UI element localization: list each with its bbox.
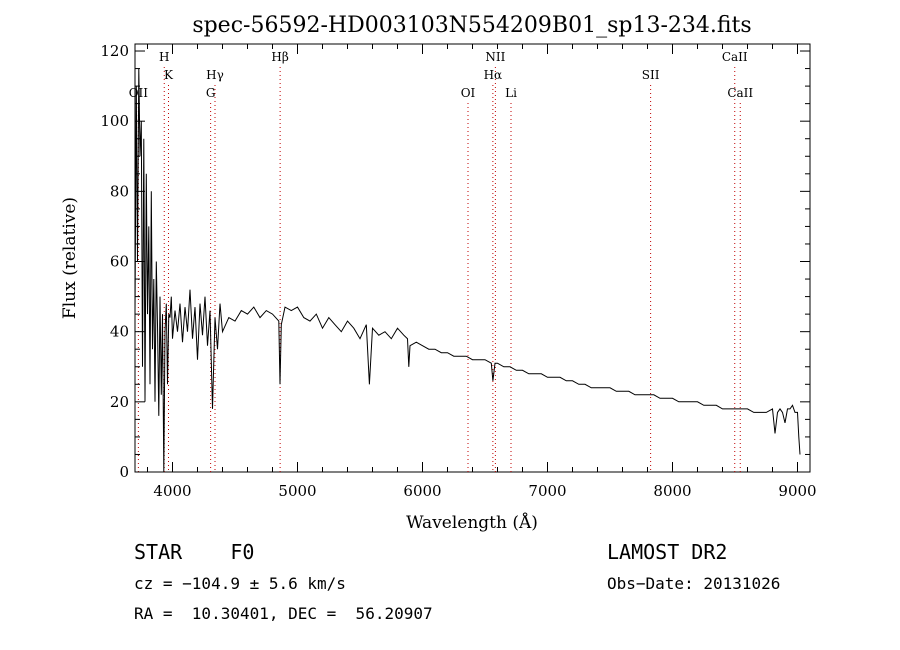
line-label: CaII: [722, 50, 748, 64]
line-label: Hγ: [206, 68, 224, 82]
y-tick-label: 100: [100, 112, 129, 130]
y-tick-label: 40: [110, 323, 129, 341]
y-tick-label: 80: [110, 182, 129, 200]
line-label: Hβ: [271, 50, 288, 64]
line-label: Li: [505, 86, 517, 100]
x-tick-label: 7000: [528, 482, 566, 500]
y-tick-label: 60: [110, 253, 129, 271]
x-axis-label: Wavelength (Å): [406, 512, 538, 533]
line-label: CaII: [727, 86, 753, 100]
chart-title: spec-56592-HD003103N554209B01_sp13-234.f…: [192, 13, 751, 38]
redshift-value: cz = −104.9 ± 5.6 km/s: [134, 574, 346, 593]
axis-ticks: [135, 44, 810, 473]
spectrum-line: [134, 68, 801, 473]
x-tick-label: 5000: [278, 482, 316, 500]
y-tick-label: 20: [110, 393, 129, 411]
y-tick-label: 0: [119, 463, 129, 481]
x-tick-label: 4000: [153, 482, 191, 500]
line-label: Hα: [484, 68, 503, 82]
sky-coordinates: RA = 10.30401, DEC = 56.20907: [134, 604, 433, 623]
plot-frame: [134, 43, 811, 473]
observation-date: Obs−Date: 20131026: [607, 574, 781, 593]
line-label: NII: [485, 50, 505, 64]
x-tick-label: 6000: [403, 482, 441, 500]
line-label: H: [159, 50, 169, 64]
line-label: K: [164, 68, 174, 82]
x-tick-label: 8000: [653, 482, 691, 500]
line-label: OI: [461, 86, 476, 100]
y-tick-label: 120: [100, 42, 129, 60]
object-class: STAR F0: [134, 540, 255, 564]
survey-name: LAMOST DR2: [607, 540, 728, 564]
x-tick-label: 9000: [778, 482, 816, 500]
tick-labels: 4000 5000 6000 7000 8000 9000 0 20 40 60 80 100 120: [100, 42, 816, 500]
y-axis-label: Flux (relative): [60, 197, 80, 319]
line-label: SII: [642, 68, 660, 82]
line-label: G: [206, 86, 216, 100]
